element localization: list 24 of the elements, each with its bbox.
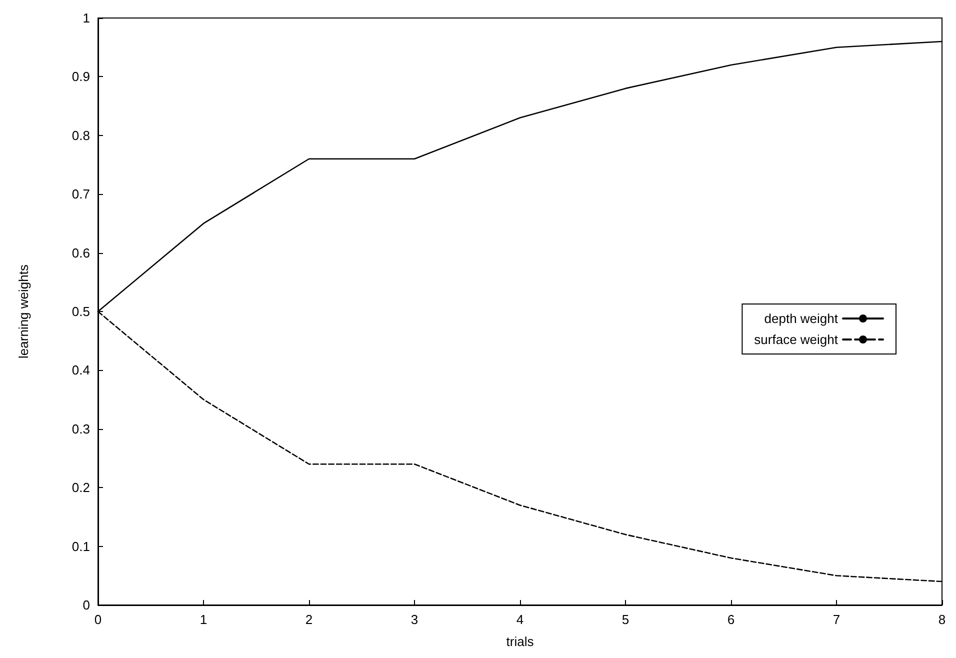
y-tick-label: 0.7 bbox=[72, 186, 90, 202]
legend-label: depth weight bbox=[764, 311, 838, 326]
y-tick-label: 0.2 bbox=[72, 480, 90, 496]
x-tick-label: 6 bbox=[727, 612, 735, 627]
y-tick-label: 0 bbox=[82, 598, 90, 612]
x-tick-label: 2 bbox=[305, 612, 313, 627]
x-tick-label: 5 bbox=[622, 612, 630, 627]
x-tick-label: 7 bbox=[832, 612, 840, 627]
y-tick-label: 1 bbox=[82, 10, 90, 26]
x-tick-label: 3 bbox=[410, 612, 418, 627]
x-tick-label: 8 bbox=[938, 612, 946, 627]
y-tick-label: 0.6 bbox=[72, 245, 90, 260]
y-tick-label: 0.4 bbox=[72, 362, 90, 378]
y-tick-label: 0.9 bbox=[72, 69, 90, 84]
x-tick-label: 0 bbox=[94, 612, 102, 627]
y-tick-label: 0.1 bbox=[72, 538, 90, 554]
legend-label: surface weight bbox=[754, 332, 838, 347]
y-tick-label: 0.8 bbox=[72, 128, 90, 143]
y-tick-label: 0.3 bbox=[72, 421, 90, 436]
y-axis-title: learning weights bbox=[16, 264, 31, 358]
x-axis-title: trials bbox=[506, 634, 534, 649]
y-tick-label: 0.5 bbox=[72, 304, 90, 319]
x-tick-label: 1 bbox=[200, 612, 208, 627]
x-tick-label: 4 bbox=[516, 612, 524, 627]
